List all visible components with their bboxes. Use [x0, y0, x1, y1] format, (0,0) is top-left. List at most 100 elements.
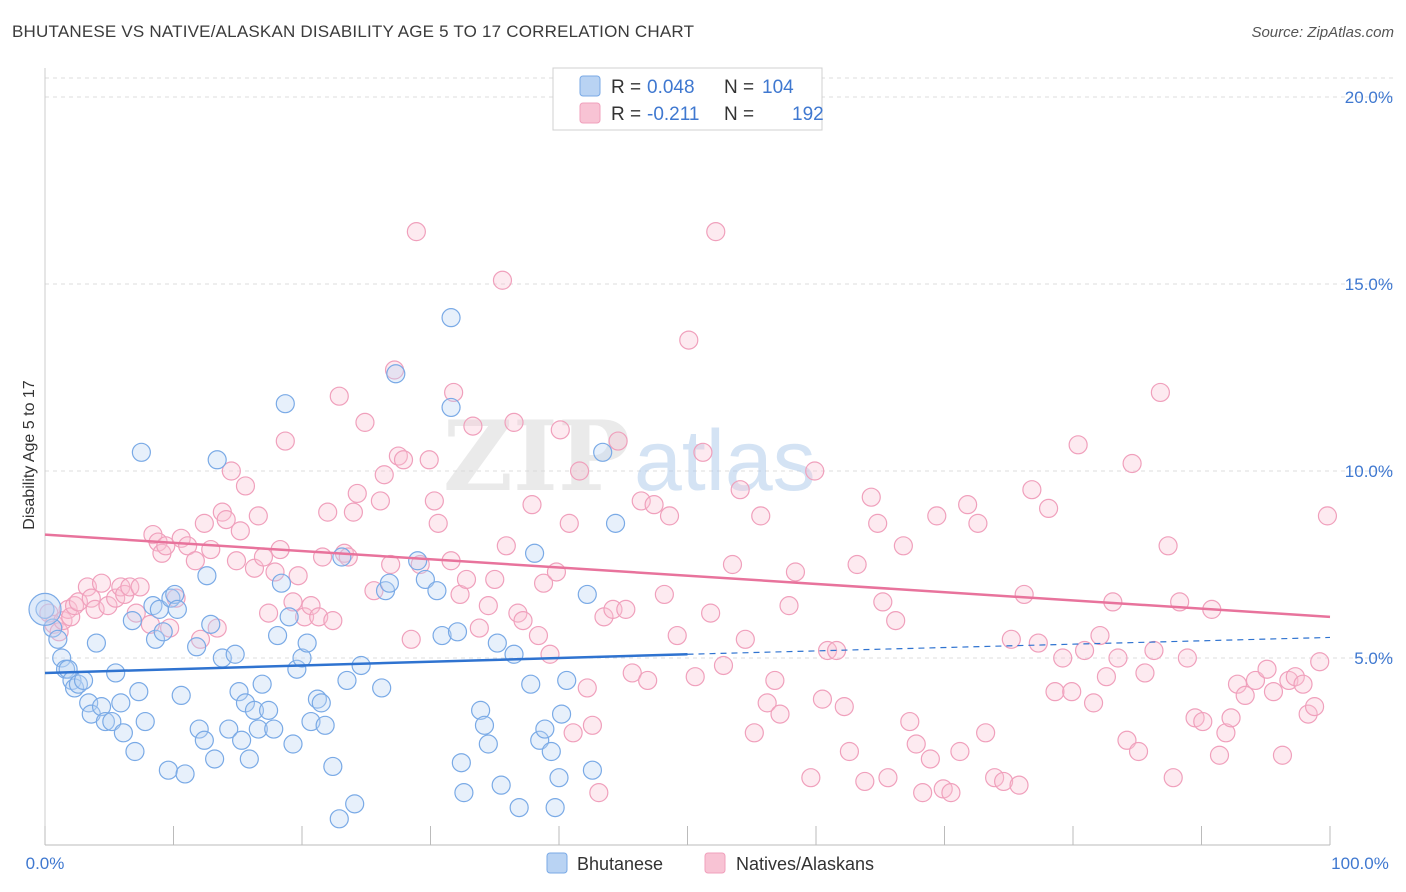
- natives-point: [569, 461, 590, 481]
- natives-point: [839, 741, 860, 762]
- natives-point: [323, 610, 343, 631]
- natives-point: [1235, 685, 1255, 706]
- bhutanese-point: [58, 659, 78, 679]
- natives-point: [1245, 670, 1266, 691]
- bhutanese-point: [171, 685, 191, 706]
- bhutanese-point: [557, 670, 577, 691]
- bhutanese-point: [264, 719, 284, 739]
- natives-point: [1108, 648, 1128, 668]
- bhutanese-point: [229, 682, 249, 702]
- bhutanese-point: [471, 700, 491, 720]
- natives-point: [258, 603, 279, 623]
- bhutanese-point: [271, 573, 292, 593]
- bhutanese-point: [275, 394, 295, 414]
- natives-point: [801, 768, 821, 788]
- bhutanese-point: [95, 711, 115, 732]
- natives-point: [1310, 652, 1330, 672]
- natives-point: [751, 506, 771, 526]
- correlation-legend: R = 0.048 N = 104 R = -0.211 N = 192: [552, 67, 824, 131]
- natives-point: [834, 697, 854, 717]
- series-legend: Bhutanese Natives/Alaskans: [546, 852, 874, 874]
- bhutanese-point: [205, 749, 225, 769]
- natives-point: [194, 513, 214, 533]
- natives-point: [693, 442, 713, 462]
- natives-point: [1272, 745, 1293, 765]
- natives-point: [61, 607, 81, 627]
- bhutanese-point: [189, 719, 209, 739]
- natives-point: [861, 487, 881, 507]
- natives-point: [873, 592, 893, 612]
- bhutanese-point: [487, 633, 507, 653]
- bhutanese-trend-line: [44, 653, 688, 675]
- natives-point: [1045, 682, 1065, 702]
- natives-point: [424, 491, 444, 511]
- y-axis-label: Disability Age 5 to 17: [21, 380, 38, 530]
- natives-point: [533, 573, 554, 593]
- y-tick-labels: 5.0% 10.0% 15.0% 20.0%: [1345, 88, 1393, 668]
- bhutanese-point: [52, 648, 72, 668]
- natives-point: [444, 382, 464, 403]
- natives-point: [968, 513, 988, 533]
- bhutanese-point: [593, 442, 613, 462]
- natives-point: [1001, 629, 1021, 649]
- natives-point: [927, 506, 947, 526]
- bhutanese-point: [125, 741, 145, 762]
- chart-title: BHUTANESE VS NATIVE/ALASKAN DISABILITY A…: [12, 22, 695, 41]
- natives-point: [900, 711, 920, 732]
- bhutanese-point: [582, 760, 603, 780]
- bhutanese-point: [372, 678, 392, 698]
- natives-point: [1028, 633, 1048, 653]
- bhutanese-point: [530, 730, 550, 750]
- natives-point: [265, 562, 285, 582]
- natives-point: [679, 330, 699, 350]
- natives-legend-swatch: [704, 852, 726, 874]
- natives-point: [1177, 648, 1197, 668]
- bhutanese-point: [545, 797, 565, 818]
- bhutanese-point: [432, 625, 452, 646]
- bhutanese-point: [297, 633, 317, 653]
- natives-point: [364, 581, 384, 601]
- y-tick-label: 5.0%: [1354, 649, 1393, 668]
- bhutanese-swatch: [579, 75, 601, 97]
- natives-point: [667, 625, 687, 646]
- bhutanese-point: [605, 513, 626, 533]
- natives-point: [528, 625, 549, 646]
- bhutanese-trend-extension: [687, 636, 1331, 655]
- natives-point: [1293, 674, 1313, 694]
- natives-point: [878, 768, 898, 788]
- watermark: ZIP atlas: [443, 400, 816, 513]
- y-tick-label: 20.0%: [1345, 88, 1393, 107]
- bhutanese-point: [28, 592, 62, 626]
- natives-point: [1221, 708, 1241, 728]
- bhutanese-point: [441, 397, 461, 418]
- axes: [44, 68, 1331, 846]
- natives-point: [563, 723, 583, 743]
- natives-point: [1083, 693, 1104, 713]
- bhutanese-point: [332, 547, 352, 567]
- natives-point: [393, 450, 414, 470]
- trend-lines: [44, 533, 1331, 675]
- bhutanese-point: [292, 648, 312, 668]
- x-tick-label-min: 0.0%: [26, 854, 65, 873]
- bhutanese-point: [524, 543, 545, 563]
- natives-point: [1009, 775, 1029, 795]
- natives-point: [309, 607, 329, 627]
- bhutanese-point: [301, 711, 321, 732]
- bhutanese-point: [577, 584, 597, 605]
- natives-point: [91, 573, 112, 593]
- natives-point: [730, 480, 750, 500]
- natives-point: [1062, 682, 1082, 702]
- watermark-atlas: atlas: [634, 413, 816, 509]
- natives-point: [1285, 667, 1305, 687]
- bhutanese-point: [207, 450, 227, 470]
- natives-point: [288, 566, 308, 586]
- natives-point: [976, 723, 996, 743]
- natives-point: [130, 577, 150, 597]
- natives-point: [355, 412, 375, 432]
- natives-point: [370, 491, 390, 511]
- natives-trend-line: [44, 533, 1331, 619]
- bhutanese-point: [478, 734, 498, 754]
- bhutanese-point: [551, 704, 572, 724]
- bhutanese-point: [91, 697, 112, 717]
- natives-point: [550, 420, 570, 440]
